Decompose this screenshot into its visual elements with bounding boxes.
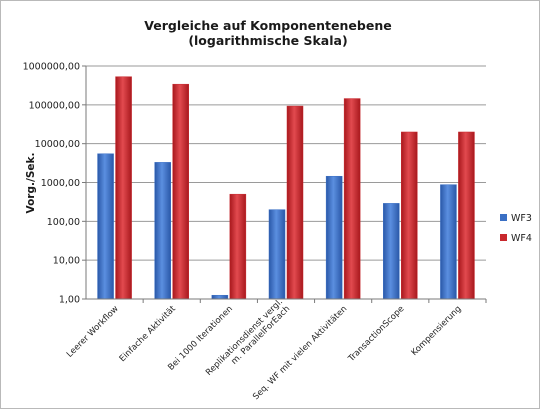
- y-tick-label: 10000,00: [35, 139, 80, 150]
- chart-subtitle: (logarithmische Skala): [188, 33, 347, 48]
- bars: [97, 76, 475, 300]
- gridlines: [86, 65, 486, 261]
- y-tick-label: 1,00: [59, 295, 80, 306]
- legend-swatch-wf3: [500, 214, 507, 221]
- legend: WF3 WF4: [500, 213, 532, 244]
- category-label: TransactionScope: [346, 304, 406, 364]
- bar-wf3: [325, 175, 343, 300]
- legend-swatch-wf4: [500, 234, 507, 241]
- bar-wf3: [383, 203, 400, 300]
- bar-wf4: [229, 193, 247, 300]
- chart-title: Vergleiche auf Komponentenebene: [144, 18, 391, 33]
- bar-wf3: [211, 294, 229, 300]
- bar-wf4: [401, 131, 418, 300]
- bar-wf4: [458, 131, 475, 300]
- legend-label-wf4: WF4: [511, 233, 532, 244]
- category-label: Kompensierung: [410, 304, 464, 358]
- category-label: Leerer Workflow: [65, 304, 121, 360]
- bar-wf3: [154, 162, 171, 300]
- bar-wf4: [286, 105, 304, 300]
- category-label: Einfache Aktivität: [118, 304, 179, 365]
- y-tick-label: 1000,00: [41, 178, 80, 189]
- bar-wf4: [172, 83, 189, 300]
- bar-wf3: [97, 153, 114, 300]
- y-tick-labels: 1,00 10,00 100,00 1000,00 10000,00 100000,00 1…: [23, 62, 80, 306]
- bar-wf3: [440, 184, 457, 300]
- bar-wf3: [268, 209, 286, 300]
- y-axis-label: Vorg./Sek.: [25, 153, 37, 214]
- y-tick-label: 10,00: [53, 256, 80, 267]
- bar-wf4: [115, 76, 132, 300]
- bar-wf4: [343, 98, 361, 300]
- y-tick-label: 1000000,00: [23, 62, 80, 73]
- legend-label-wf3: WF3: [511, 213, 532, 224]
- y-tick-label: 100,00: [47, 217, 80, 228]
- y-tick-label: 100000,00: [29, 100, 80, 111]
- axes: [82, 65, 487, 303]
